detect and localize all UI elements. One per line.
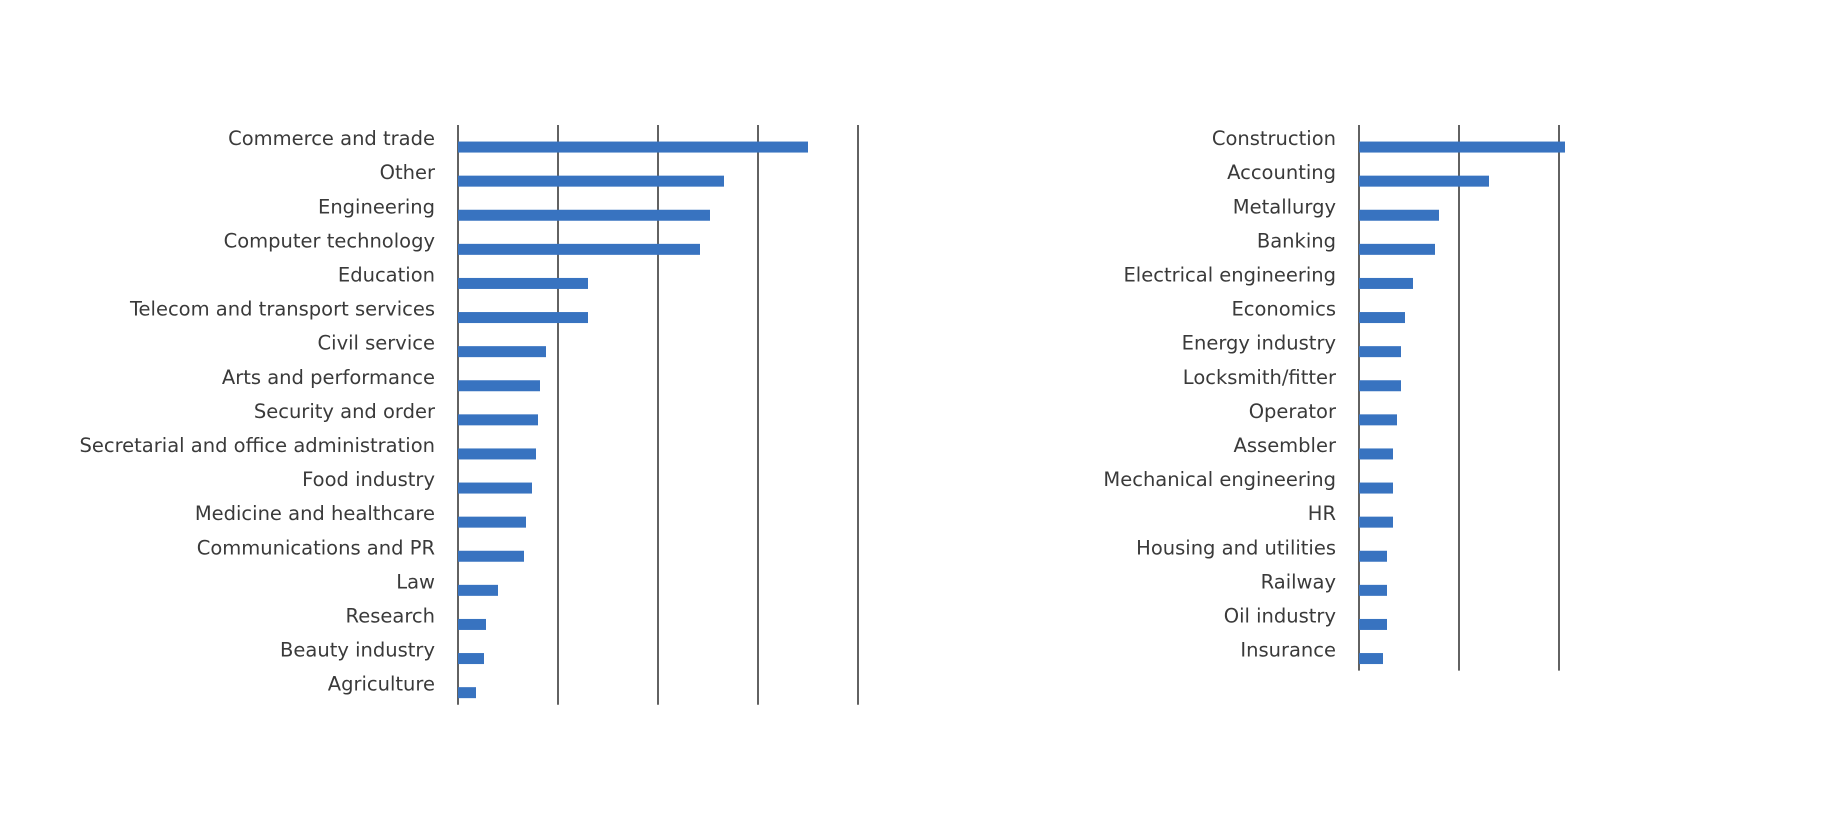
bar — [458, 653, 484, 665]
category-label: Banking — [1257, 229, 1336, 252]
category-label: Insurance — [1240, 639, 1336, 662]
bar — [458, 482, 532, 494]
category-label: Agriculture — [328, 673, 435, 696]
category-label: Metallurgy — [1233, 195, 1336, 218]
bar — [1359, 141, 1565, 153]
category-label: Locksmith/fitter — [1183, 366, 1337, 389]
category-label: Mechanical engineering — [1103, 468, 1336, 491]
bar — [1359, 346, 1401, 358]
category-label: Railway — [1261, 570, 1336, 593]
bar — [1359, 414, 1397, 426]
bar — [458, 312, 588, 324]
category-label: Housing and utilities — [1136, 536, 1336, 559]
bar — [1359, 653, 1383, 665]
category-label: Education — [338, 263, 435, 286]
category-label: Telecom and transport services — [129, 298, 435, 321]
category-label: Beauty industry — [280, 639, 435, 662]
category-label: Food industry — [302, 468, 435, 491]
category-label: Accounting — [1227, 161, 1336, 184]
category-label: Construction — [1212, 127, 1336, 150]
bar — [1359, 448, 1393, 460]
bar — [458, 516, 526, 528]
bar — [1359, 175, 1489, 187]
category-label: Law — [396, 570, 435, 593]
category-label: Communications and PR — [197, 536, 435, 559]
category-label: Medicine and healthcare — [195, 502, 435, 525]
bar — [458, 414, 538, 426]
bar — [1359, 380, 1401, 392]
bar — [458, 175, 724, 187]
bar — [1359, 584, 1387, 596]
bar — [458, 380, 540, 392]
bar — [458, 584, 498, 596]
category-label: Oil industry — [1224, 604, 1336, 627]
bar — [1359, 277, 1413, 289]
left-bar-chart: Commerce and trade Other Engineering Comput… — [79, 125, 859, 705]
category-label: Electrical engineering — [1123, 263, 1336, 286]
bar — [458, 448, 536, 460]
bar — [1359, 516, 1393, 528]
category-label: Energy industry — [1182, 332, 1336, 355]
bar — [458, 243, 700, 255]
bar — [458, 277, 588, 289]
category-label: Civil service — [318, 332, 435, 355]
category-label: Economics — [1231, 298, 1336, 321]
bar — [458, 687, 476, 699]
bar — [458, 209, 710, 221]
category-label: Other — [380, 161, 436, 184]
category-label: Research — [346, 604, 435, 627]
bar — [1359, 550, 1387, 562]
category-label: HR — [1308, 502, 1336, 525]
bar — [1359, 243, 1435, 255]
category-label: Security and order — [254, 400, 436, 423]
category-label: Secretarial and office administration — [79, 434, 435, 457]
bar — [458, 618, 486, 630]
bar — [1359, 618, 1387, 630]
bar — [458, 346, 546, 358]
right-bar-chart: Construction Accounting Metallurgy Banking E… — [1103, 125, 1565, 671]
category-label: Computer technology — [224, 229, 435, 252]
category-label: Assembler — [1234, 434, 1337, 457]
category-label: Commerce and trade — [228, 127, 435, 150]
bar — [1359, 312, 1405, 324]
bar — [458, 141, 808, 153]
category-label: Operator — [1249, 400, 1337, 423]
bar — [1359, 209, 1439, 221]
bar — [458, 550, 524, 562]
category-label: Engineering — [318, 195, 435, 218]
category-label: Arts and performance — [222, 366, 435, 389]
bar — [1359, 482, 1393, 494]
